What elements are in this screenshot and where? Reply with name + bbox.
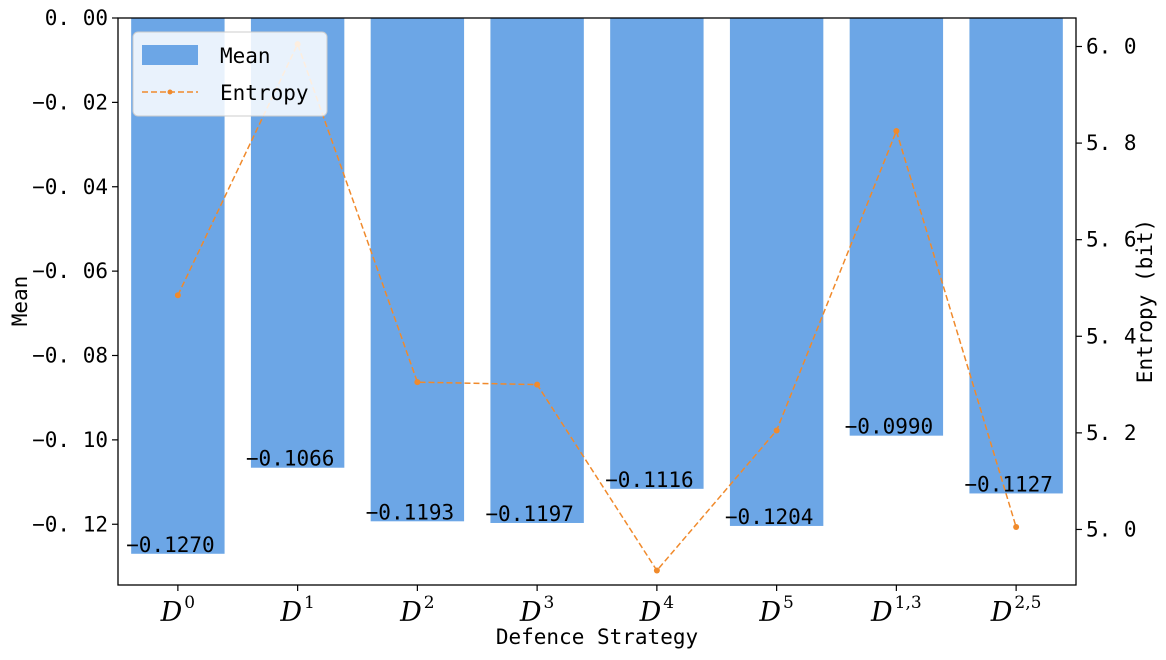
x-tick-label-7: D 2,5 (990, 593, 1042, 628)
legend-swatch-mean (142, 45, 198, 65)
legend-marker-entropy (167, 89, 173, 95)
data-label-mean-1: −0.1066 (246, 447, 335, 471)
legend-label-entropy: Entropy (220, 81, 309, 105)
y-axis-title: Mean (8, 276, 32, 327)
y-tick-label-2: −0. 04 (32, 175, 108, 199)
entropy-point-0 (174, 292, 181, 299)
y-tick-label-1: −0. 02 (32, 90, 108, 114)
entropy-point-3 (534, 381, 541, 388)
data-label-mean-2: −0.1193 (366, 500, 455, 524)
data-label-mean-6: −0.0990 (845, 415, 934, 439)
y-tick-label-5: −0. 10 (32, 428, 108, 452)
bar-mean-2 (370, 18, 465, 522)
entropy-point-7 (1013, 524, 1020, 531)
y-tick-label-3: −0. 06 (32, 259, 108, 283)
y2-tick-label-2: 5. 4 (1086, 324, 1137, 348)
data-label-mean-3: −0.1197 (485, 502, 574, 526)
y2-tick-label-5: 6. 0 (1086, 34, 1137, 58)
legend-label-mean: Mean (220, 44, 271, 68)
entropy-point-5 (773, 427, 780, 434)
y2-tick-label-3: 5. 6 (1086, 228, 1137, 252)
y2-tick-label-1: 5. 2 (1086, 421, 1137, 445)
data-label-mean-5: −0.1204 (725, 505, 814, 529)
entropy-point-2 (414, 379, 421, 386)
left-axis: 0. 00 −0. 02 −0. 04 −0. 06 −0. 08 −0. 10 −0. 1… (32, 6, 118, 536)
plot-frame (117, 17, 1077, 586)
data-labels-layer: −0.1270 −0.1066 −0.1193 −0.1197 −0.1116 −0.12… (126, 415, 1053, 557)
bar-mean-6 (849, 18, 944, 436)
legend: Mean Entropy (132, 31, 328, 117)
y-tick-label-4: −0. 08 (32, 344, 108, 368)
bar-mean-3 (490, 18, 584, 523)
y-tick-label-6: −0. 12 (32, 512, 108, 536)
entropy-point-4 (653, 567, 660, 574)
data-label-mean-7: −0.1127 (964, 472, 1053, 496)
data-label-mean-4: −0.1116 (605, 468, 694, 492)
data-label-mean-0: −0.1270 (126, 533, 215, 557)
y-tick-label-0: 0. 00 (45, 6, 108, 30)
y2-tick-label-0: 5. 0 (1086, 517, 1137, 541)
y2-axis-title: Entropy (bit) (1133, 219, 1157, 383)
bar-mean-7 (969, 18, 1063, 494)
x-tick-label-6: D 1,3 (870, 593, 922, 628)
bars-layer (131, 18, 1063, 554)
right-axis: 5. 0 5. 2 5. 4 5. 6 5. 8 6. 0 (1076, 34, 1137, 541)
x-axis: D 0 D 1 D 2 D 3 D 4 D 5 D 1,3 D 2,5 (160, 585, 1042, 628)
bar-mean-4 (610, 18, 704, 489)
bar-mean-5 (729, 18, 824, 526)
entropy-point-6 (893, 128, 900, 135)
x-axis-title: Defence Strategy (496, 625, 698, 649)
y2-tick-label-4: 5. 8 (1086, 131, 1137, 155)
